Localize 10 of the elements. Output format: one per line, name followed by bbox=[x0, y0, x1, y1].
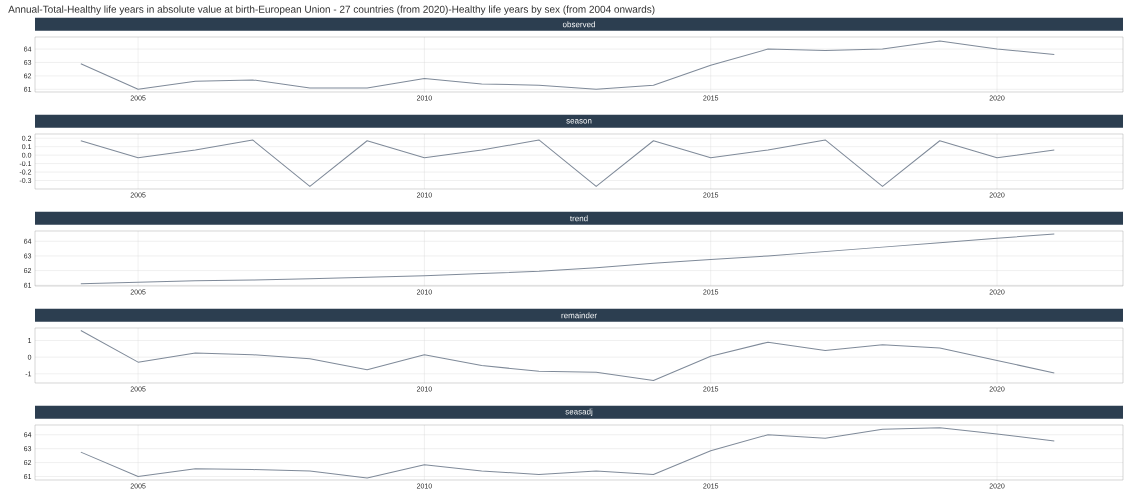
chart-title: trend bbox=[570, 215, 588, 222]
chart-title: season bbox=[566, 119, 592, 124]
chart-title: seasadj bbox=[565, 408, 593, 417]
text: Annual-Total-Healthy life years in absolute value at birth-European Union - 27 countries (from 2020)-Healthy life years by sex (from 2004 onwards) bbox=[8, 5, 655, 15]
line-series bbox=[80, 427, 1055, 479]
line-series bbox=[80, 40, 1055, 90]
line-series bbox=[80, 139, 1055, 188]
chart-title: remainder bbox=[561, 312, 597, 319]
line-series bbox=[80, 330, 1055, 382]
chart-title: observed bbox=[562, 21, 595, 28]
